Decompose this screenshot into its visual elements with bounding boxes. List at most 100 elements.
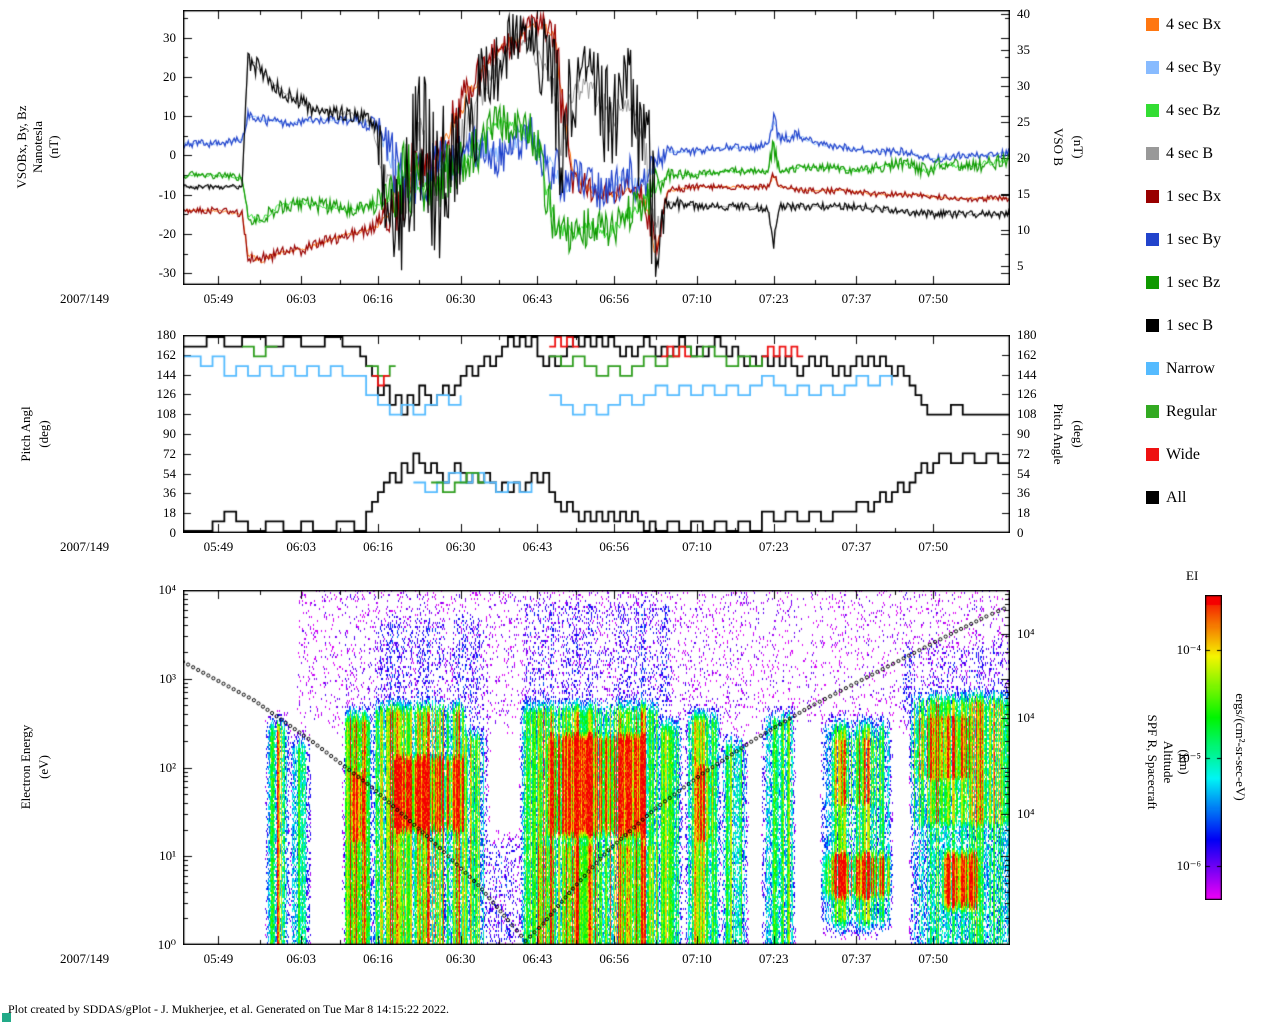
legend-label: Wide [1166,446,1201,463]
panel3-left-tick: 10² [159,759,176,775]
panel2-right-tick: 180 [1017,327,1037,342]
legend-swatch-icon [1146,233,1159,246]
magnetometer-chart-canvas [183,10,1010,285]
legend-label: 1 sec Bx [1166,188,1222,205]
x-tick-label-panel3: 06:43 [522,951,553,966]
panel2-right-tick: 126 [1017,386,1037,402]
panel1-right-tick: 35 [1017,41,1030,57]
x-tick-label-panel1: 06:03 [286,291,316,306]
x-tick-label-panel3: 07:37 [841,951,872,966]
panel1-right-tick: 30 [1017,77,1030,93]
legend-swatch-icon [1146,448,1159,461]
x-tick-label-panel3: 07:23 [758,951,789,966]
panel3-left-tick: 10⁰ [157,937,176,952]
panel3-left-tick: 10⁴ [158,582,176,597]
pitch-angle-chart-canvas [183,335,1010,533]
colorbar-tick-label: 10⁻⁴ [1176,641,1201,657]
panel2-left-tick: 108 [156,406,177,422]
x-tick-label-panel1: 07:37 [841,291,872,306]
legend-swatch-icon [1146,319,1159,332]
altitude-axis-tick: 10⁴ [1017,805,1035,821]
panel3-left-tick: 10¹ [159,848,176,864]
panel2-left-tick: 180 [156,327,177,342]
panel2-y-axis-label-line2: (deg) [36,420,51,448]
x-tick-label-panel2: 07:50 [918,539,949,554]
x-tick-label-panel3: 06:56 [599,951,630,966]
panel1-y-axis-label-line1: VSOBx, By, Bz [14,105,29,189]
x-tick-label-panel2: 06:56 [599,539,630,554]
altitude-axis-tick: 10⁴ [1017,626,1035,642]
panel1-right-tick: 15 [1017,185,1030,201]
x-tick-label-panel3: 07:10 [682,951,712,966]
panel2-left-tick: 36 [163,485,176,501]
date-label-panel2: 2007/149 [60,539,110,554]
panel2-right-tick: 18 [1017,505,1030,521]
x-tick-label-panel1: 07:10 [682,291,712,306]
legend-label: Narrow [1166,360,1215,377]
colorbar-tick-label: 10⁻⁶ [1176,858,1201,874]
panel1-right-tick: 5 [1017,257,1024,273]
x-tick-label-panel2: 06:43 [522,539,553,554]
x-tick-label-panel1: 05:49 [203,291,234,306]
panel1-left-tick: -20 [158,225,176,241]
panel2-left-tick: 162 [156,346,177,362]
legend-swatch-icon [1146,104,1159,117]
panel2-left-tick: 0 [169,525,177,540]
panel1-right-tick: 40 [1017,5,1030,21]
panel1-left-tick: 10 [163,108,176,124]
legend-label: 4 sec Bz [1166,102,1221,119]
x-tick-label-panel1: 06:43 [522,291,553,306]
panel3-y-axis-label-line2: (eV) [36,755,51,779]
legend-label: 4 sec Bx [1166,16,1222,33]
altitude-axis-tick: 10⁴ [1017,709,1035,725]
colorbar-tick-label: 10⁻⁵ [1176,750,1201,766]
panel2-left-tick: 18 [163,505,176,521]
x-tick-label-panel2: 07:23 [758,539,789,554]
x-tick-label-panel2: 06:16 [363,539,393,554]
panel2-right-tick: 0 [1017,525,1024,540]
legend-swatch-icon [1146,405,1159,418]
panel2-left-tick: 126 [156,386,177,402]
legend-swatch-icon [1146,491,1159,504]
legend-swatch-icon [1146,18,1159,31]
x-tick-label-panel3: 06:30 [445,951,476,966]
legend-swatch-icon [1146,276,1159,289]
panel1-right-tick: 25 [1017,113,1030,129]
legend-swatch-icon [1146,362,1159,375]
logo-mark [2,1013,11,1022]
panel2-right-axis-label-line2: (deg) [1071,420,1086,448]
x-tick-label-panel3: 06:16 [363,951,393,966]
x-tick-label-panel3: 06:03 [286,951,316,966]
panel2-y-axis-label-line1: Pitch Angl [18,406,33,462]
panel1-left-tick: 30 [163,29,176,45]
legend-label: 4 sec By [1166,59,1222,76]
panel2-right-tick: 54 [1017,465,1030,481]
panel1-right-axis-label-line2: (nT) [1071,135,1086,159]
panel3-y-axis-label-line1: Electron Energy [18,724,33,810]
panel1-y-axis-label-line2: Nanotesla [30,121,45,173]
panel1-left-tick: 20 [163,68,176,84]
panel2-right-tick: 108 [1017,406,1037,422]
x-tick-label-panel2: 06:30 [445,539,476,554]
panel1-right-tick: 10 [1017,221,1030,237]
panel2-right-tick: 90 [1017,426,1030,441]
spectrogram-canvas [183,590,1010,945]
panel3-left-tick: 10³ [159,670,176,686]
panel1-y-axis-label-line3: (nT) [46,135,61,159]
x-tick-label-panel1: 06:16 [363,291,393,306]
legend-label: All [1166,489,1187,506]
x-tick-label-panel2: 07:37 [841,539,872,554]
panel1-left-tick: -10 [158,186,176,202]
footer-credit-text: Plot created by SDDAS/gPlot - J. Mukherj… [8,1002,449,1016]
panel2-right-tick: 144 [1017,366,1037,382]
panel2-left-tick: 90 [163,426,176,441]
legend-label: 1 sec Bz [1166,274,1221,291]
x-tick-label-panel2: 06:03 [286,539,316,554]
x-tick-label-panel1: 07:50 [918,291,949,306]
x-tick-label-panel2: 05:49 [203,539,234,554]
colorbar-canvas [1205,595,1222,900]
legend-swatch-icon [1146,190,1159,203]
x-tick-label-panel1: 06:30 [445,291,476,306]
panel1-left-tick: -30 [158,265,176,281]
